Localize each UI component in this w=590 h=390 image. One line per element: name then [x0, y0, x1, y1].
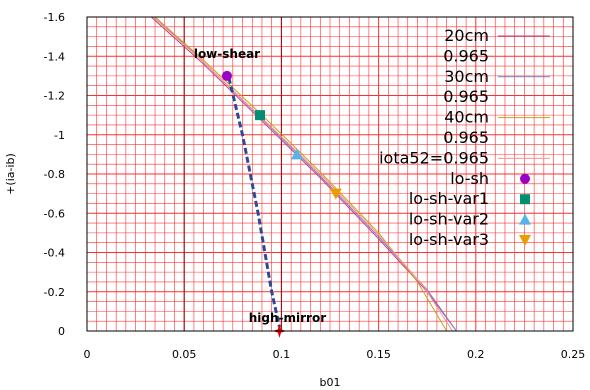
- legend-marker-swatch: [519, 213, 531, 225]
- x-tick-labels: 0 0.05 0.1 0.15 0.2 0.25: [84, 348, 586, 361]
- data-point-lo-sh-var2: [290, 148, 303, 160]
- y-tick-label: -0.8: [44, 168, 65, 181]
- x-tick-label: 0.2: [467, 348, 485, 361]
- legend-entry-label: lo-sh-var1: [409, 189, 489, 208]
- y-tick-label: -1: [54, 129, 65, 142]
- legend-marker-swatch: [520, 173, 530, 184]
- x-axis-label: b01: [320, 376, 341, 389]
- legend-entry-label: iota52=0.965: [379, 148, 489, 167]
- dashed-connector-line: [227, 77, 281, 328]
- data-point-lo-sh-var1: [255, 110, 266, 121]
- legend-entry-label: 0.965: [443, 128, 489, 147]
- legend-entry-label: 40cm: [444, 108, 489, 127]
- legend-marker-swatch: [519, 235, 531, 246]
- y-tick-label: -1.6: [44, 11, 65, 24]
- y-tick-label: -0.2: [44, 286, 65, 299]
- series-line-iota52-0-965: [152, 16, 453, 332]
- y-tick-labels: 0 -0.2 -0.4 -0.6 -0.8 -1 -1.2 -1.4 -1.6: [44, 11, 65, 338]
- legend-entry-label: 30cm: [444, 67, 489, 86]
- legend-entry-label: lo-sh-var2: [409, 210, 489, 229]
- y-tick-label: -1.4: [44, 50, 65, 63]
- plot-frame: [86, 16, 574, 332]
- legend-entry-label: 0.965: [443, 46, 489, 65]
- x-tick-label: 0.1: [273, 348, 291, 361]
- legend-entry-label: lo-sh: [450, 169, 489, 188]
- y-tick-label: 0: [58, 325, 65, 338]
- y-tick-label: -1.2: [44, 90, 65, 103]
- legend-entry-label: 0.965: [443, 87, 489, 106]
- curves-layer: [150, 16, 457, 332]
- y-axis-label: +(ia-ib): [4, 153, 17, 195]
- annotations-layer: low-shear high-mirror: [194, 47, 326, 325]
- x-tick-label: 0.25: [561, 348, 586, 361]
- y-tick-label: -0.4: [44, 247, 65, 260]
- legend-entry-label: lo-sh-var3: [409, 230, 489, 249]
- legend: 20cm0.96530cm0.96540cm0.965iota52=0.965l…: [379, 26, 550, 249]
- x-tick-label: 0: [84, 348, 91, 361]
- legend-marker-swatch: [520, 194, 530, 205]
- series-line-40cm: [154, 16, 448, 332]
- data-point-lo-sh-var3: [329, 188, 342, 200]
- annotation-label: high-mirror: [249, 311, 326, 325]
- x-tick-label: 0.15: [366, 348, 391, 361]
- data-point-lo-sh: [221, 70, 232, 81]
- x-tick-label: 0.05: [172, 348, 197, 361]
- y-tick-label: -0.6: [44, 207, 65, 220]
- annotation-label: low-shear: [194, 47, 260, 61]
- dashed-path-layer: [227, 77, 281, 328]
- legend-entry-label: 20cm: [444, 26, 489, 45]
